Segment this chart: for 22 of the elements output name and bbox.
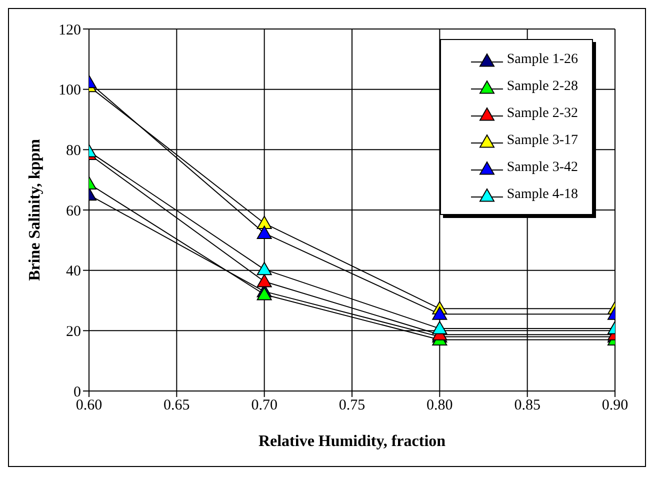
x-tick-label: 0.90: [602, 398, 628, 414]
y-tick-label: 0: [74, 384, 81, 400]
legend-label: Sample 3-17: [506, 132, 578, 148]
legend-label: Sample 2-28: [506, 78, 578, 94]
x-tick-label: 0.65: [164, 398, 190, 414]
x-tick-label: 0.80: [426, 398, 453, 414]
y-tick-label: 40: [66, 264, 81, 280]
y-tick-label: 100: [58, 82, 81, 99]
y-tick-label: 80: [66, 142, 81, 159]
y-tick-label: 60: [66, 203, 81, 220]
legend-label: Sample 4-18: [506, 186, 578, 202]
y-axis-title: Brine Salinity, kppm: [26, 138, 44, 281]
legend-label: Sample 3-42: [506, 160, 578, 176]
legend-label: Sample 2-32: [506, 106, 578, 122]
legend-label: Sample 1-26: [506, 52, 578, 68]
y-tick-label: 20: [66, 324, 81, 340]
x-tick-label: 0.75: [338, 398, 366, 414]
x-tick-label: 0.70: [251, 398, 278, 414]
x-tick-label: 0.85: [514, 398, 540, 414]
x-tick-label: 0.60: [76, 398, 102, 414]
y-tick-label: 120: [58, 22, 81, 38]
x-axis-title: Relative Humidity, fraction: [258, 433, 446, 450]
